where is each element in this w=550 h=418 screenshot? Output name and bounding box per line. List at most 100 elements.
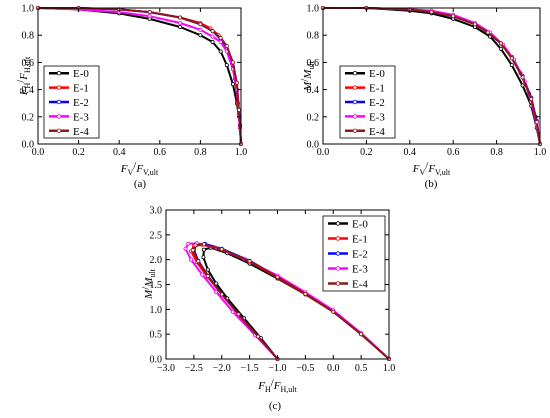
panel-label: (a) [134, 178, 147, 190]
data-point [303, 291, 308, 296]
data-point [472, 22, 477, 27]
data-point [498, 46, 503, 51]
legend-marker [335, 221, 341, 226]
chart-panel-3: −3.0 −2.5 −2.0 −1.5 −1.0 −0.5 0.0 0.5 1.0 0.0 0.5 1… [140, 206, 395, 413]
y-tick-label: 0.5 [150, 330, 163, 341]
x-tick-label: 0.4 [113, 147, 126, 158]
y-tick-label: 0.0 [22, 140, 35, 151]
data-point [178, 24, 183, 29]
x-axis-label: FV/FV,ult [412, 160, 451, 177]
data-point [224, 44, 229, 49]
legend: E-0 E-1 E-2 E-3 E-4 [339, 65, 396, 139]
data-point [205, 274, 210, 279]
y-tick-label: 2.0 [150, 255, 163, 266]
legend-entry-e-3: E-3 [352, 264, 368, 276]
data-point [147, 10, 152, 15]
y-tick-label: 0.4 [22, 85, 35, 96]
data-point [224, 63, 229, 68]
data-point [190, 248, 195, 253]
x-tick-label: −1.5 [241, 363, 259, 374]
legend-marker [335, 266, 341, 271]
data-point [236, 312, 241, 317]
data-point [429, 10, 434, 15]
panel-label: (c) [269, 400, 282, 412]
legend-entry-e-3: E-3 [369, 111, 385, 123]
data-point [178, 20, 183, 25]
y-tick-label: 1.0 [22, 4, 35, 15]
x-tick-label: 0.0 [317, 147, 330, 158]
legend-marker [56, 70, 62, 76]
legend-marker [352, 99, 358, 105]
legend-marker [352, 70, 358, 76]
legend-entry-e-4: E-4 [369, 126, 385, 138]
legend-entry-e-0: E-0 [352, 219, 368, 231]
x-tick-label: 0.0 [327, 363, 340, 374]
data-point [234, 80, 239, 85]
y-tick-label: 1.5 [150, 280, 163, 291]
data-point [275, 275, 280, 280]
data-point [534, 120, 539, 125]
legend-entry-e-2: E-2 [73, 97, 89, 109]
data-point [247, 259, 252, 264]
x-tick-label: 0.6 [154, 147, 167, 158]
data-point [198, 22, 203, 27]
x-tick-label: 0.4 [404, 147, 417, 158]
legend-entry-e-0: E-0 [73, 68, 89, 80]
x-tick-label: 1.0 [534, 147, 547, 158]
y-tick-label: 1.0 [307, 4, 320, 15]
data-point [218, 49, 223, 54]
legend-entry-e-4: E-4 [352, 279, 368, 291]
x-axis-label: FH/FH,ult [257, 377, 297, 394]
legend-entry-e-1: E-1 [369, 83, 385, 95]
series-line-e-3 [184, 242, 390, 360]
y-tick-label: 2.5 [150, 230, 163, 241]
data-point [218, 35, 223, 40]
data-point [331, 309, 336, 314]
legend-entry-e-2: E-2 [352, 249, 368, 261]
legend-entry-e-0: E-0 [369, 68, 385, 80]
data-point [178, 15, 183, 20]
data-point [529, 97, 534, 102]
legend-entry-e-1: E-1 [73, 83, 89, 95]
x-tick-label: 0.8 [490, 147, 503, 158]
legend-marker [352, 128, 358, 133]
legend-entry-e-2: E-2 [369, 97, 385, 109]
x-tick-label: 0.0 [32, 147, 45, 158]
x-tick-label: 0.8 [194, 147, 207, 158]
x-tick-label: −3.0 [157, 363, 175, 374]
x-tick-label: 1.0 [383, 363, 396, 374]
data-point [359, 332, 364, 337]
legend-marker [56, 114, 62, 119]
data-point [451, 14, 456, 19]
data-point [200, 272, 205, 277]
data-point [198, 27, 203, 32]
data-point [255, 334, 260, 339]
y-tick-label: 1.0 [150, 305, 163, 316]
data-point [230, 309, 235, 314]
data-point [485, 30, 490, 35]
legend-entry-e-1: E-1 [352, 234, 368, 246]
data-point [183, 246, 188, 251]
data-point [210, 40, 215, 45]
data-point [498, 41, 503, 46]
legend-marker [56, 128, 62, 133]
chart-panel-2: 0.0 0.2 0.4 0.6 0.8 1.0 0.0 0.2 0.4 0.6 0.8 1.0 FV/F… [299, 4, 546, 191]
legend-entry-e-4: E-4 [73, 126, 89, 138]
y-tick-label: 0.2 [307, 112, 320, 123]
data-point [520, 75, 525, 80]
data-point [201, 242, 206, 247]
data-point [218, 40, 223, 45]
legend: E-0 E-1 E-2 E-3 E-4 [322, 215, 386, 292]
legend-marker [352, 85, 358, 90]
y-tick-label: 0.2 [22, 112, 35, 123]
y-axis-label: FH/FH,ult [15, 56, 32, 96]
chart-panel-1: 0.0 0.2 0.4 0.6 0.8 1.0 0.0 0.2 0.4 0.6 0.8 1.0 FV/F… [15, 4, 247, 191]
data-point [520, 83, 525, 88]
panel-label: (b) [425, 178, 438, 190]
x-tick-label: 0.6 [447, 147, 460, 158]
data-point [193, 243, 198, 248]
x-tick-label: −1.0 [268, 363, 286, 374]
x-tick-label: 1.0 [235, 147, 248, 158]
data-point [201, 247, 206, 252]
